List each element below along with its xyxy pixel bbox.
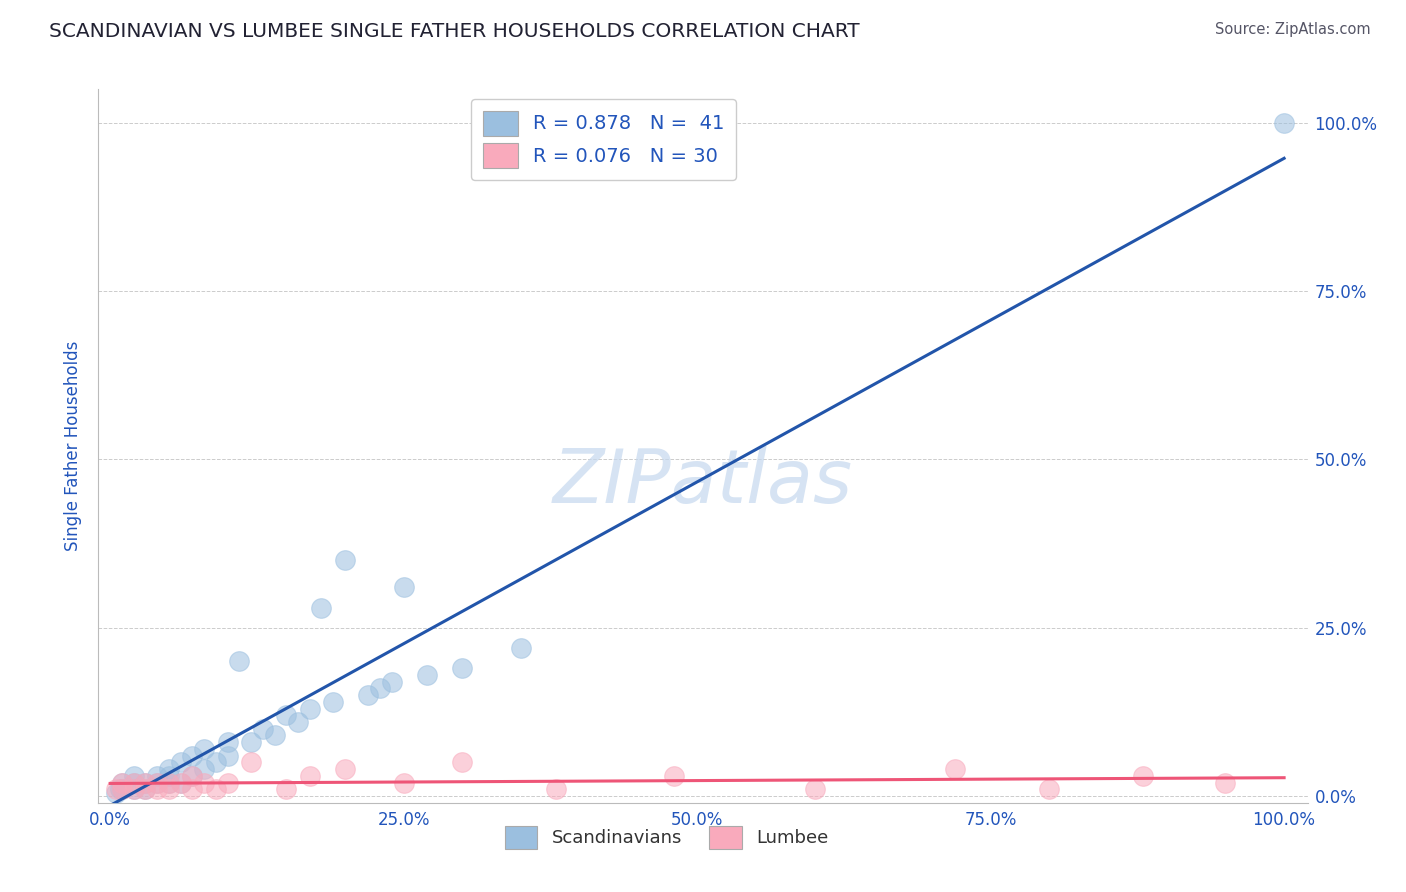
Point bbox=[157, 775, 180, 789]
Point bbox=[169, 756, 191, 770]
Point bbox=[111, 782, 134, 797]
Point bbox=[381, 674, 404, 689]
Point bbox=[134, 775, 156, 789]
Point bbox=[157, 782, 180, 797]
Point bbox=[111, 775, 134, 789]
Point bbox=[111, 782, 134, 797]
Text: Source: ZipAtlas.com: Source: ZipAtlas.com bbox=[1215, 22, 1371, 37]
Point bbox=[1215, 775, 1237, 789]
Point bbox=[333, 762, 356, 776]
Point bbox=[157, 762, 180, 776]
Text: ZIPatlas: ZIPatlas bbox=[553, 446, 853, 517]
Point bbox=[217, 775, 239, 789]
Point bbox=[146, 775, 169, 789]
Point bbox=[240, 735, 263, 749]
Point bbox=[287, 714, 309, 729]
Point bbox=[416, 668, 439, 682]
Point bbox=[181, 748, 204, 763]
Point bbox=[169, 775, 191, 789]
Point bbox=[146, 782, 169, 797]
Point bbox=[134, 782, 156, 797]
Point bbox=[1038, 782, 1060, 797]
Point bbox=[276, 782, 298, 797]
Point bbox=[134, 775, 156, 789]
Point bbox=[945, 762, 967, 776]
Point bbox=[228, 655, 250, 669]
Legend: Scandinavians, Lumbee: Scandinavians, Lumbee bbox=[496, 817, 838, 858]
Point bbox=[217, 748, 239, 763]
Point bbox=[122, 775, 145, 789]
Point bbox=[181, 782, 204, 797]
Point bbox=[193, 775, 215, 789]
Point bbox=[510, 640, 533, 655]
Point bbox=[392, 580, 415, 594]
Point bbox=[181, 769, 204, 783]
Point bbox=[157, 769, 180, 783]
Point bbox=[181, 769, 204, 783]
Point bbox=[122, 782, 145, 797]
Point bbox=[311, 600, 333, 615]
Point bbox=[1132, 769, 1154, 783]
Point bbox=[108, 782, 131, 797]
Point bbox=[105, 786, 128, 800]
Point bbox=[333, 553, 356, 567]
Point bbox=[546, 782, 568, 797]
Point bbox=[803, 782, 825, 797]
Point bbox=[240, 756, 263, 770]
Point bbox=[322, 695, 344, 709]
Point bbox=[451, 661, 474, 675]
Y-axis label: Single Father Households: Single Father Households bbox=[65, 341, 83, 551]
Point bbox=[1272, 116, 1295, 130]
Point bbox=[368, 681, 391, 696]
Point bbox=[662, 769, 685, 783]
Point bbox=[451, 756, 474, 770]
Point bbox=[193, 742, 215, 756]
Point bbox=[392, 775, 415, 789]
Point bbox=[204, 782, 226, 797]
Point bbox=[122, 769, 145, 783]
Point bbox=[204, 756, 226, 770]
Point bbox=[217, 735, 239, 749]
Point bbox=[298, 701, 321, 715]
Point bbox=[134, 782, 156, 797]
Text: SCANDINAVIAN VS LUMBEE SINGLE FATHER HOUSEHOLDS CORRELATION CHART: SCANDINAVIAN VS LUMBEE SINGLE FATHER HOU… bbox=[49, 22, 860, 41]
Point bbox=[169, 775, 191, 789]
Point bbox=[146, 769, 169, 783]
Point bbox=[146, 775, 169, 789]
Point bbox=[252, 722, 274, 736]
Point bbox=[105, 782, 128, 797]
Point bbox=[276, 708, 298, 723]
Point bbox=[122, 775, 145, 789]
Point bbox=[157, 775, 180, 789]
Point bbox=[122, 782, 145, 797]
Point bbox=[263, 729, 285, 743]
Point bbox=[298, 769, 321, 783]
Point bbox=[193, 762, 215, 776]
Point bbox=[111, 775, 134, 789]
Point bbox=[357, 688, 380, 702]
